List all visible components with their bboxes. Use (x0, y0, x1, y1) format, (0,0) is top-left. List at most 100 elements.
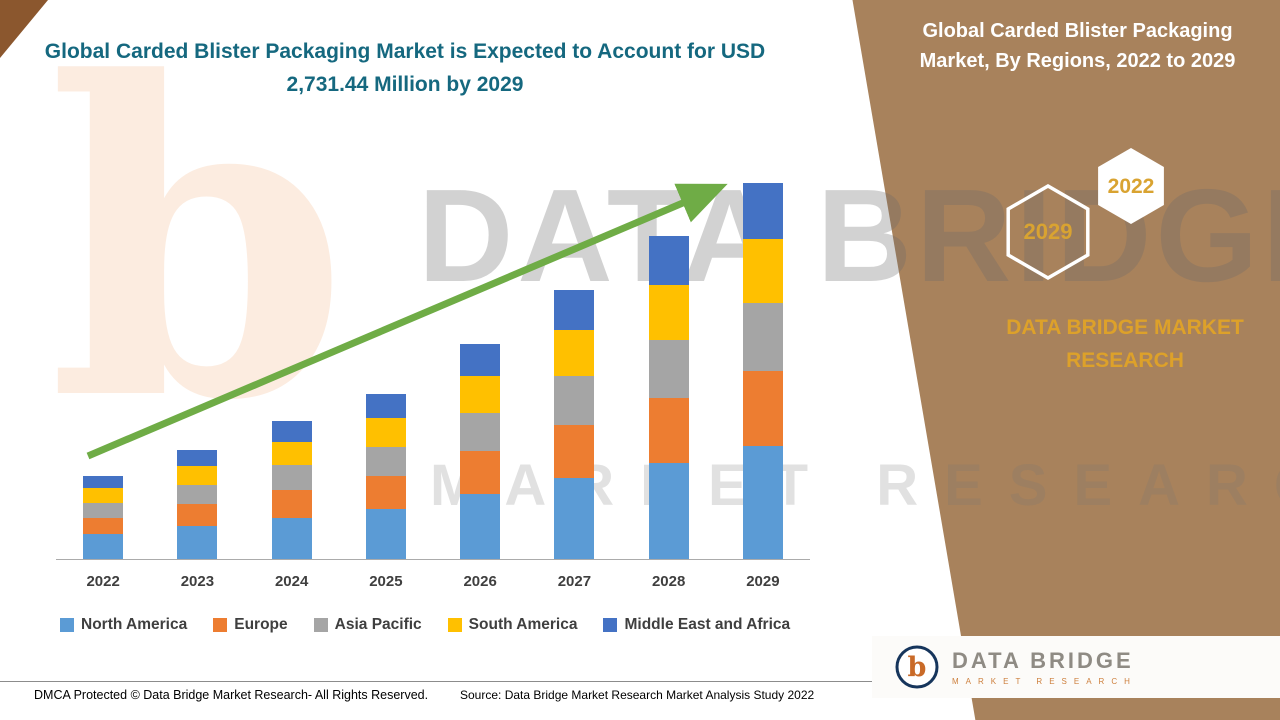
bar-slot-2024 (245, 172, 339, 559)
x-tick-2025: 2025 (369, 573, 403, 590)
bar-slot-2027 (527, 172, 621, 559)
stacked-bar-2024 (271, 421, 312, 559)
segment-asia-pacific (460, 412, 501, 452)
brand-name: DATA BRIDGE MARKET RESEARCH (1006, 316, 1244, 372)
segment-asia-pacific (554, 376, 595, 425)
stacked-bar-2026 (460, 344, 501, 559)
segment-asia-pacific (83, 502, 124, 518)
segment-asia-pacific (742, 302, 783, 371)
segment-europe (177, 504, 218, 526)
segment-south-america (83, 488, 124, 503)
segment-north-america (365, 509, 406, 559)
x-tick-2027: 2027 (557, 573, 592, 590)
segment-north-america (554, 478, 595, 559)
svg-text:b: b (908, 652, 927, 683)
stacked-bar-chart: 2022 2023 2024 2025 2026 2027 2028 2029 (56, 172, 810, 592)
segment-asia-pacific (271, 465, 312, 491)
legend-label: Asia Pacific (334, 616, 422, 633)
legend-item-south-america: South America (447, 616, 578, 634)
segment-europe (648, 398, 689, 463)
segment-north-america (177, 525, 218, 559)
hexagon-2029-label: 2029 (1024, 219, 1073, 244)
segment-europe (271, 490, 312, 518)
legend-label: South America (468, 616, 578, 633)
segment-north-america (271, 517, 312, 559)
bar-slot-2023 (150, 172, 244, 559)
segment-south-america (365, 418, 406, 447)
page-title: Global Carded Blister Packaging Market i… (44, 40, 766, 96)
stacked-bar-2029 (742, 182, 783, 559)
segment-europe (83, 517, 124, 535)
segment-europe (742, 370, 783, 446)
stacked-bar-2022 (83, 476, 124, 559)
segment-middle-east-and-africa (83, 476, 124, 489)
x-tick-2024: 2024 (274, 573, 309, 590)
legend-swatch (213, 618, 228, 632)
legend-swatch (60, 618, 74, 632)
source-note: Source: Data Bridge Market Research Mark… (460, 688, 815, 702)
legend: North America Europe Asia Pacific South Ame… (60, 616, 790, 634)
right-panel-title: Global Carded Blister Packaging Market, … (919, 20, 1236, 72)
segment-middle-east-and-africa (365, 393, 406, 419)
x-tick-2028: 2028 (651, 573, 686, 590)
segment-middle-east-and-africa (460, 344, 501, 377)
x-tick-2023: 2023 (180, 573, 215, 590)
bar-slot-2025 (339, 172, 433, 559)
legend-swatch (447, 618, 462, 632)
segment-north-america (83, 534, 124, 559)
segment-north-america (648, 462, 689, 559)
segment-asia-pacific (365, 446, 406, 477)
segment-south-america (742, 238, 783, 303)
data-bridge-logo-icon: b (895, 645, 939, 689)
segment-middle-east-and-africa (554, 290, 595, 331)
stacked-bar-2027 (554, 290, 595, 559)
legend-label: Europe (234, 616, 288, 633)
logo-texts: DATA BRIDGE MARKET RESEARCH (952, 648, 1137, 686)
segment-asia-pacific (648, 340, 689, 398)
segment-south-america (460, 376, 501, 413)
legend-item-north-america: North America (60, 616, 187, 634)
bar-slot-2022 (56, 172, 150, 559)
legend-swatch (313, 618, 328, 632)
bar-slot-2026 (433, 172, 527, 559)
legend-item-asia-pacific: Asia Pacific (313, 616, 422, 634)
segment-europe (460, 451, 501, 495)
stacked-bar-2025 (365, 393, 406, 559)
segment-north-america (742, 446, 783, 559)
footer-divider (0, 681, 872, 682)
segment-europe (365, 476, 406, 510)
logo-subtitle: MARKET RESEARCH (952, 677, 1137, 686)
dmca-notice: DMCA Protected © Data Bridge Market Rese… (34, 688, 429, 702)
segment-middle-east-and-africa (648, 236, 689, 286)
segment-north-america (460, 494, 501, 559)
segment-south-america (271, 441, 312, 466)
logo-name: DATA BRIDGE (952, 648, 1134, 673)
legend-item-middle-east-and-africa: Middle East and Africa (603, 616, 790, 634)
segment-middle-east-and-africa (177, 450, 218, 466)
hexagon-2022 (1098, 148, 1164, 224)
segment-south-america (648, 285, 689, 340)
x-tick-2029: 2029 (746, 573, 780, 590)
corner-triangle-decoration (0, 0, 48, 58)
hexagon-2022-label: 2022 (1108, 175, 1155, 198)
legend-swatch (603, 618, 618, 632)
year-hexagons: 2022 2029 (1006, 148, 1164, 281)
legend-label: Middle East and Africa (624, 616, 791, 633)
segment-asia-pacific (177, 484, 218, 505)
segment-south-america (177, 465, 218, 485)
stacked-bar-2023 (177, 450, 218, 559)
x-tick-2022: 2022 (86, 573, 120, 590)
plot-area (56, 172, 810, 560)
x-axis-labels: 2022 2023 2024 2025 2026 2027 2028 2029 (56, 564, 810, 592)
segment-middle-east-and-africa (271, 421, 312, 442)
segment-middle-east-and-africa (742, 182, 783, 239)
stacked-bar-2028 (648, 236, 689, 559)
hexagon-2029 (1006, 183, 1090, 281)
legend-item-europe: Europe (213, 616, 288, 634)
bar-slot-2029 (716, 172, 810, 559)
legend-label: North America (81, 616, 188, 633)
segment-europe (554, 424, 595, 479)
logo-band: b DATA BRIDGE MARKET RESEARCH (872, 636, 1280, 698)
segment-south-america (554, 330, 595, 377)
